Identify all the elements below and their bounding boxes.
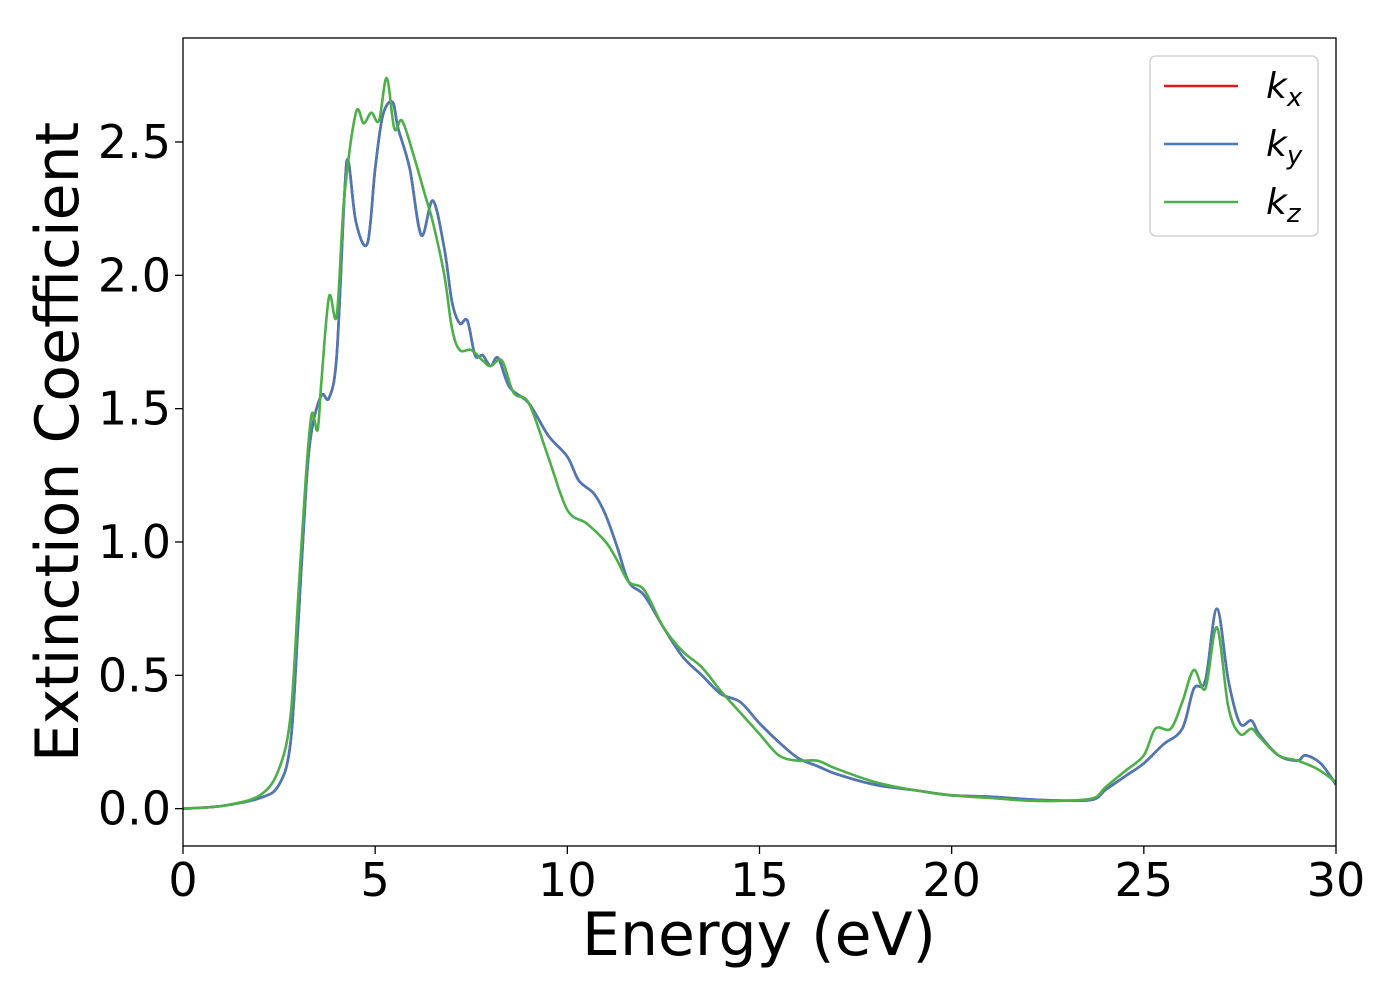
legend-box <box>1149 55 1319 237</box>
legend-label-z: kz <box>1266 182 1302 229</box>
x-tick-label: 20 <box>922 853 981 907</box>
y-tick-label: 1.5 <box>98 382 171 436</box>
y-axis-ticks: 0.0 0.5 1.0 1.5 2.0 2.5 <box>98 115 183 836</box>
x-axis-label: Energy (eV) <box>582 900 936 970</box>
y-tick-label: 1.0 <box>98 515 171 569</box>
x-tick-label: 0 <box>168 853 197 907</box>
y-tick-label: 2.5 <box>98 115 171 169</box>
legend-label-y: ky <box>1266 124 1303 171</box>
y-axis-label: Extinction Coefficient <box>23 122 93 762</box>
x-tick-label: 5 <box>361 853 390 907</box>
legend-label-subscript: z <box>1286 199 1302 229</box>
x-tick-label: 25 <box>1115 853 1174 907</box>
legend-label-base: k <box>1266 124 1289 165</box>
legend-label-base: k <box>1266 66 1289 107</box>
y-tick-label: 0.5 <box>98 648 171 702</box>
x-tick-label: 10 <box>538 853 597 907</box>
series-line-z <box>183 76 1336 810</box>
series-layer <box>183 76 1336 810</box>
legend-label-subscript: x <box>1286 83 1303 113</box>
legend-label-base: k <box>1266 182 1289 223</box>
y-tick-label: 2.0 <box>98 248 171 302</box>
x-tick-label: 15 <box>730 853 789 907</box>
y-tick-label: 0.0 <box>98 782 171 836</box>
legend-label-x: kx <box>1266 66 1303 113</box>
legend-label-subscript: y <box>1286 141 1303 171</box>
x-tick-label: 30 <box>1307 853 1366 907</box>
x-axis-ticks: 0 5 10 15 20 25 30 <box>168 846 1365 907</box>
